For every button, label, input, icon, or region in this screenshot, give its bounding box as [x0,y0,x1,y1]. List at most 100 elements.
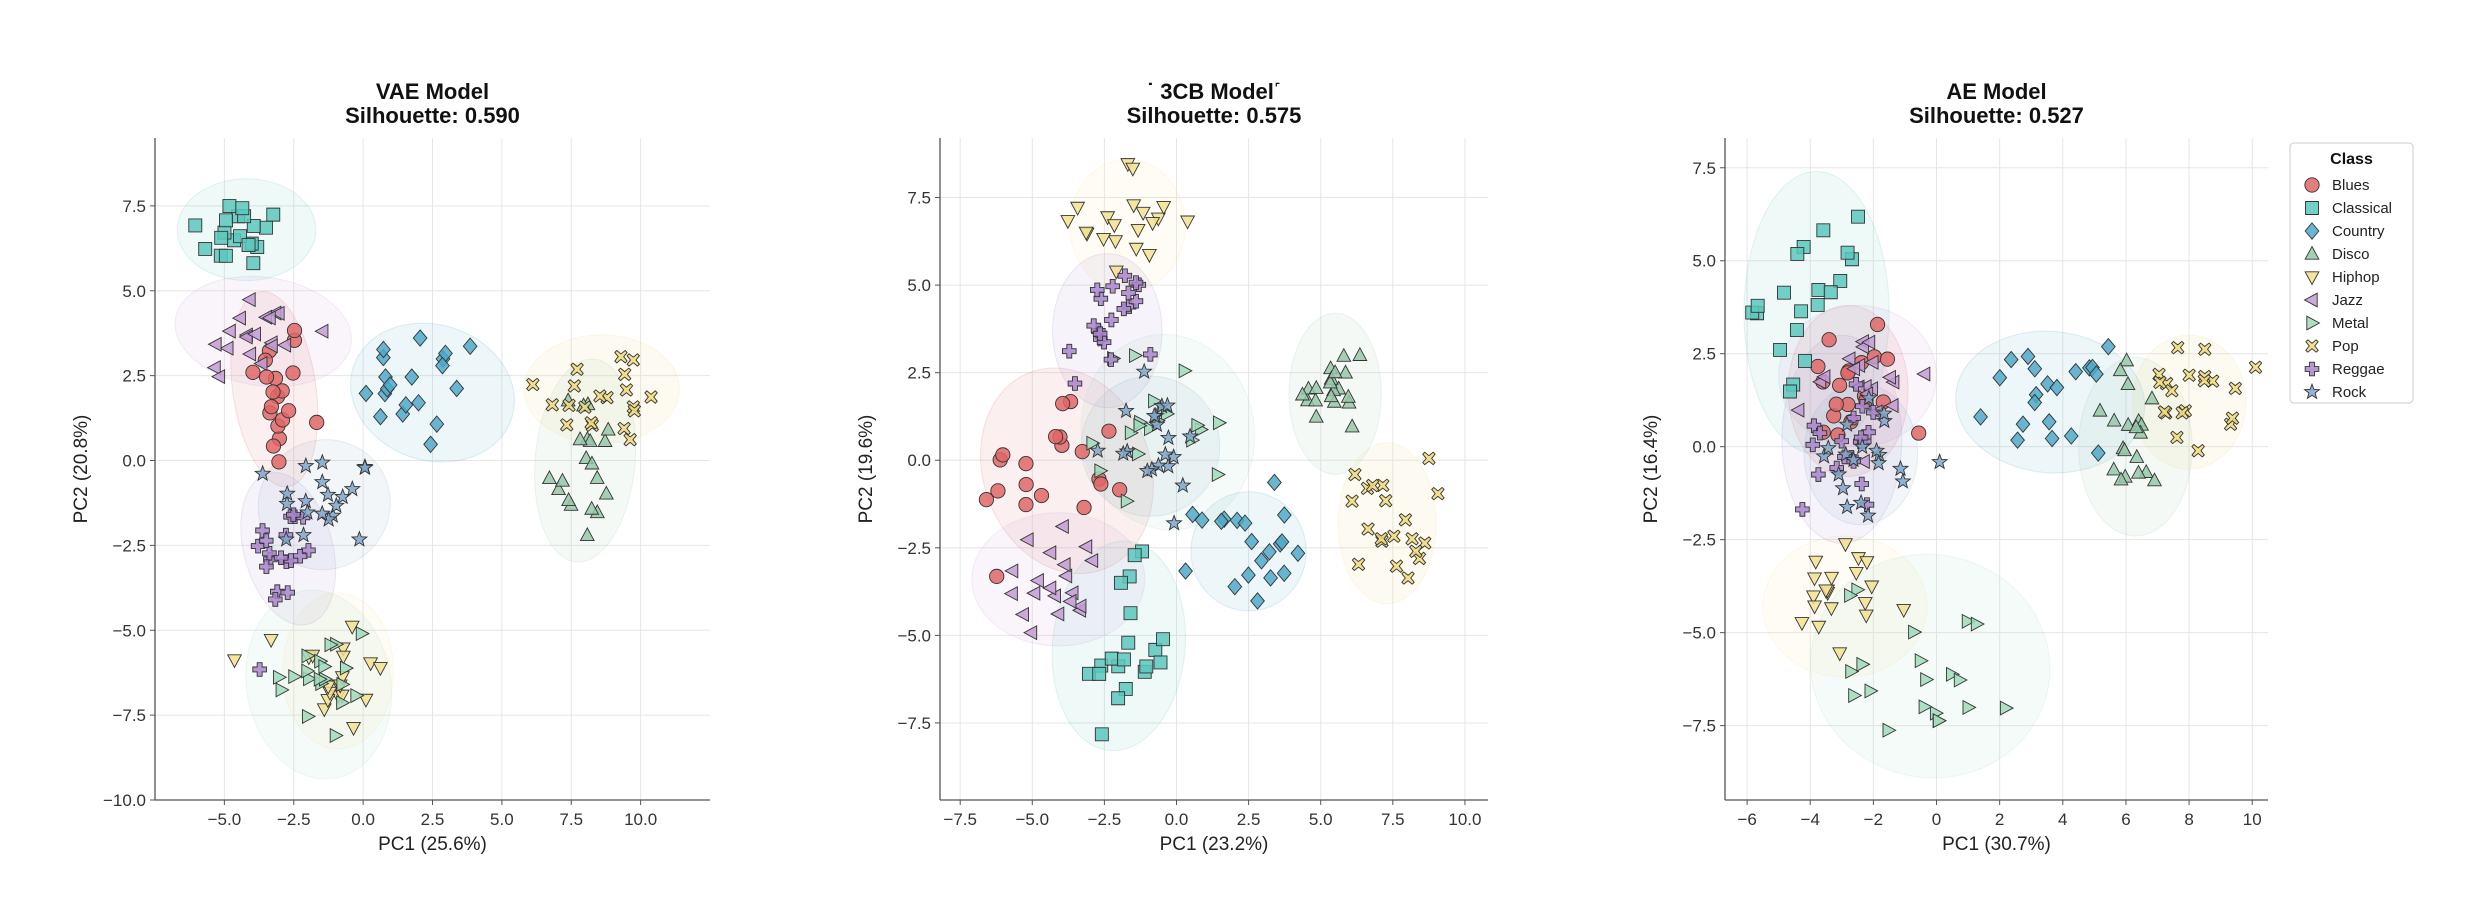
point-country [1244,532,1260,551]
point-rock [356,458,374,476]
point-jazz [211,369,226,385]
scatter-points [1745,209,2263,738]
point-jazz [261,310,276,326]
point-hiphop [1832,647,1848,662]
point-country [2100,337,2116,356]
y-tick-label: −2.5 [112,536,146,555]
point-hiphop [1864,580,1880,595]
point-country [2027,393,2043,412]
legend-marker-country [2304,222,2320,240]
x-tick-label: 10 [2243,810,2262,829]
point-rock [1815,447,1833,464]
point-pop [1387,529,1401,544]
point-disco [2112,362,2128,377]
point-disco [1323,388,1339,403]
chart-title: VAE Model [376,79,489,104]
point-reggae [1846,410,1861,426]
point-disco [550,480,567,496]
point-metal [1178,363,1193,379]
point-blues [1828,396,1844,412]
point-metal [1851,582,1866,598]
confidence-ellipses [971,158,1437,752]
point-reggae [1848,377,1864,392]
point-metal [288,669,303,685]
x-tick-label: −2 [1864,810,1883,829]
point-hiphop [1125,162,1141,177]
point-jazz [1861,334,1876,350]
point-reggae [1104,312,1119,328]
legend-label: Metal [2332,315,2369,332]
point-country [2090,444,2106,462]
point-disco [584,455,600,470]
point-metal [313,671,328,687]
point-blues [271,454,287,470]
point-blues [1821,332,1837,348]
point-rock [313,453,331,470]
point-hiphop [344,620,360,635]
point-country [1213,512,1229,531]
point-blues [245,364,261,380]
point-pop [617,367,632,382]
point-metal [1962,699,1977,716]
point-pop [2170,340,2185,355]
point-country [1261,542,1277,561]
point-blues [1018,476,1034,493]
point-classical [1810,297,1825,312]
point-classical [1777,285,1791,300]
point-hiphop [1857,597,1873,612]
point-disco [1340,388,1356,403]
point-hiphop [1808,555,1824,570]
point-metal [1211,466,1226,483]
x-tick-label: 7.5 [559,810,583,829]
point-pop [559,418,574,432]
point-disco [1308,379,1324,394]
point-reggae [1143,347,1158,362]
legend-title: Class [2330,151,2373,168]
point-metal [275,682,290,698]
point-rock [294,526,313,543]
point-reggae [1116,301,1132,317]
point-pop [614,349,628,364]
point-disco [2120,375,2136,390]
point-rock [1819,439,1837,456]
point-metal [329,727,344,744]
point-country [2063,427,2079,445]
x-tick-label: 5.0 [490,810,514,829]
point-blues [1033,487,1050,504]
point-reggae [1854,476,1870,492]
point-classical [214,230,229,245]
point-rock [1875,411,1894,429]
x-tick-label: −5.0 [1016,810,1050,829]
point-blues [1048,429,1064,445]
point-pop [619,383,634,397]
point-rock [1159,428,1178,446]
point-pop [1409,544,1423,559]
point-classical [218,248,233,263]
point-blues [1055,396,1071,412]
point-disco [2092,402,2108,417]
point-jazz [1864,354,1879,370]
point-pop [2228,381,2243,396]
point-hiphop [1078,226,1094,241]
point-blues [1810,358,1826,375]
point-pop [1417,536,1432,550]
point-hiphop [1896,603,1912,619]
point-reggae [1861,424,1876,440]
point-jazz [1003,586,1018,602]
point-metal [1844,587,1859,604]
point-classical [1750,298,1765,313]
point-blues [990,483,1006,499]
point-country [2027,359,2043,378]
point-hiphop [1100,211,1116,226]
point-rock [1891,459,1910,477]
ellipse-hiphop [1762,535,1928,678]
point-pop [1351,557,1366,572]
point-country [376,340,391,359]
legend-label: Country [2332,223,2385,240]
point-reggae [280,585,295,600]
x-tick-label: 10.0 [1448,810,1481,829]
point-reggae [1117,268,1133,284]
point-disco [2120,416,2136,431]
point-metal [273,669,288,685]
point-reggae [1834,433,1849,449]
